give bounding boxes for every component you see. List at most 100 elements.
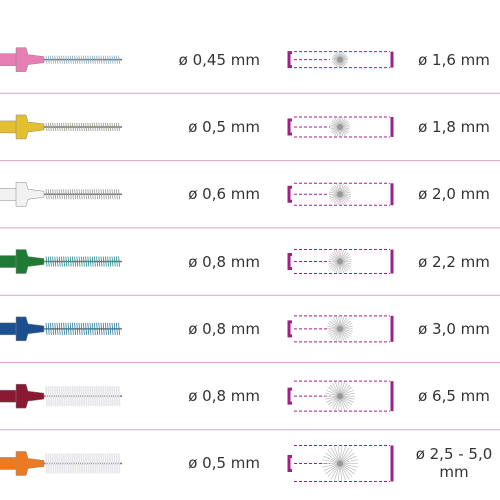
bristle: [111, 55, 114, 64]
bristle: [104, 386, 108, 407]
bristle: [113, 189, 116, 200]
bristle: [89, 55, 92, 64]
bristle: [61, 55, 63, 64]
bracket-left: [287, 118, 292, 136]
bristle: [67, 122, 70, 131]
size-diameter: ø 3,0 mm: [418, 319, 490, 338]
bristle: [71, 386, 75, 407]
bracket-left: [287, 253, 292, 271]
bristle: [96, 189, 98, 200]
bristle: [102, 256, 105, 267]
bristle: [96, 322, 98, 335]
bristle: [111, 256, 114, 267]
bristle: [69, 122, 72, 131]
bristle: [91, 256, 94, 267]
bristle: [74, 256, 76, 267]
bristle: [91, 386, 94, 407]
bristle: [80, 453, 83, 474]
bristle: [111, 122, 114, 131]
bristle: [98, 322, 101, 335]
brush-handle: [0, 53, 19, 66]
bristle: [47, 386, 50, 407]
bristle: [76, 386, 79, 407]
bristle: [58, 122, 61, 131]
bristle: [62, 386, 66, 407]
bristle: [58, 386, 61, 407]
bristle: [56, 453, 59, 474]
bristle: [45, 386, 48, 407]
bristle: [63, 189, 65, 200]
bristle: [107, 322, 109, 335]
bristle: [67, 256, 70, 267]
bristle: [116, 256, 118, 267]
bristle: [63, 55, 65, 64]
bristle: [54, 453, 57, 474]
cross-section-core: [337, 460, 343, 467]
bristle: [47, 322, 50, 335]
bristle: [45, 322, 48, 335]
bristle: [118, 55, 120, 64]
bristle: [106, 453, 110, 474]
bristle: [105, 122, 107, 131]
bristle: [96, 122, 98, 131]
bristle: [67, 453, 70, 474]
wire-diameter: ø 0,8 mm: [188, 387, 260, 406]
bristle: [47, 55, 50, 64]
bristle: [100, 122, 103, 131]
bristle: [107, 122, 109, 131]
bristle: [56, 322, 59, 335]
bristle: [109, 122, 112, 131]
bristle: [89, 386, 92, 407]
bristle: [95, 453, 99, 474]
bristle: [47, 122, 50, 131]
bristle: [107, 189, 109, 200]
bristle: [107, 55, 109, 64]
bristle: [51, 386, 55, 407]
bristle: [72, 256, 74, 267]
bristle: [45, 55, 48, 64]
bristle: [50, 322, 52, 335]
bristle: [85, 322, 87, 335]
bristle: [105, 256, 107, 267]
wire-diameter: ø 0,8 mm: [188, 252, 260, 271]
bristle: [69, 322, 72, 335]
bristle: [45, 256, 48, 267]
bristle: [94, 55, 96, 64]
bristle: [100, 386, 103, 407]
bristle: [45, 453, 48, 474]
bristle: [98, 453, 101, 474]
bristle: [100, 256, 103, 267]
bristle: [50, 189, 52, 200]
bristle: [50, 55, 52, 64]
cross-section-spoke: [325, 463, 341, 475]
cross-section-core: [337, 393, 343, 400]
bristle: [113, 256, 116, 267]
bristle: [100, 189, 103, 200]
bristle: [67, 55, 70, 64]
bristle: [116, 189, 118, 200]
bristle: [89, 189, 92, 200]
bristle: [113, 386, 116, 407]
cross-section-spoke: [337, 445, 341, 464]
brush-handle: [0, 389, 19, 403]
bristle: [91, 322, 94, 335]
bristle: [117, 386, 121, 407]
bristle: [78, 122, 81, 131]
brush-handle: [0, 322, 19, 336]
bristle: [111, 453, 114, 474]
bristle: [69, 55, 72, 64]
bristle: [83, 55, 85, 64]
bristle: [109, 322, 112, 335]
brush-grip: [15, 182, 45, 207]
bristle: [52, 322, 54, 335]
bristle: [72, 189, 74, 200]
cross-section-spoke: [334, 463, 341, 481]
bristle: [82, 386, 86, 407]
bristle: [102, 122, 105, 131]
bristle: [58, 256, 61, 267]
bristle: [94, 122, 96, 131]
bristle: [80, 386, 83, 407]
wire-diameter: ø 0,5 mm: [188, 454, 260, 473]
bristle: [54, 55, 57, 64]
cross-section-core: [337, 191, 343, 198]
